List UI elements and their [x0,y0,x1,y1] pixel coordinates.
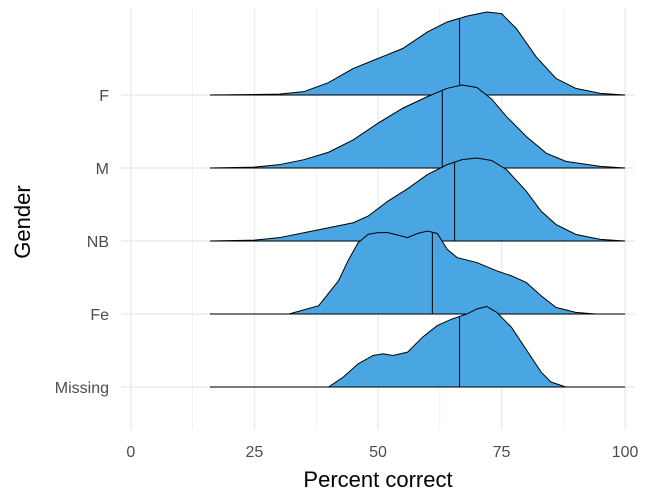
x-axis-title: Percent correct [303,467,452,492]
y-axis-title: Gender [10,185,35,258]
y-tick-label: Missing [55,380,109,397]
density-area [209,84,626,169]
y-tick-label: Fe [90,307,109,324]
ridge-nb [209,157,626,242]
x-tick-label: 0 [126,444,135,461]
x-tick-label: 25 [246,444,264,461]
ridge-f [209,11,626,96]
ridge-fe [209,230,626,315]
density-area [209,157,626,242]
density-ridges [209,11,626,388]
x-tick-label: 75 [493,444,511,461]
y-tick-label: M [96,161,109,178]
x-axis-tick-labels: 0 25 50 75 100 [126,444,638,461]
density-area [209,11,626,96]
x-tick-label: 100 [612,444,639,461]
ridge-missing [209,305,626,388]
ridge-m [209,84,626,169]
y-axis-tick-labels: F M NB Fe Missing [55,88,109,397]
density-area [209,230,626,315]
y-tick-label: NB [87,234,109,251]
y-tick-label: F [99,88,109,105]
x-tick-label: 50 [369,444,387,461]
density-area [209,305,626,388]
